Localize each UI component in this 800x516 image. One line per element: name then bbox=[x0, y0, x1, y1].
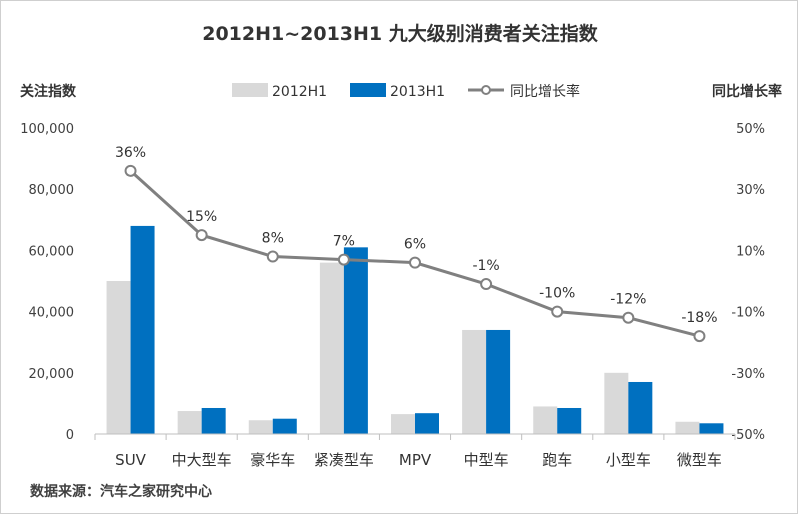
growth-rate-label: -12% bbox=[610, 292, 646, 308]
y2-tick-label: -50% bbox=[731, 428, 765, 443]
bar-2012h1 bbox=[106, 281, 131, 434]
x-tick-label: 小型车 bbox=[606, 451, 651, 469]
bar-2013h1 bbox=[343, 247, 368, 434]
bar-2012h1 bbox=[391, 414, 415, 434]
x-tick-label: SUV bbox=[115, 451, 147, 469]
bar-2012h1 bbox=[462, 329, 487, 434]
bar-2013h1 bbox=[486, 329, 511, 434]
growth-rate-label: 6% bbox=[404, 237, 426, 253]
growth-rate-marker bbox=[124, 164, 137, 177]
growth-rate-marker bbox=[195, 229, 208, 242]
growth-rate-marker bbox=[693, 330, 706, 343]
y2-tick-label: 30% bbox=[736, 183, 765, 198]
y-axis-label: 关注指数 bbox=[20, 83, 77, 100]
bar-2013h1 bbox=[272, 418, 297, 434]
growth-rate-marker bbox=[622, 311, 635, 324]
x-tick-label: 中型车 bbox=[464, 451, 509, 469]
source-note: 数据来源：汽车之家研究中心 bbox=[30, 483, 212, 500]
chart-title: 2012H1~2013H1 九大级别消费者关注指数 bbox=[202, 22, 599, 45]
growth-rate-label: -1% bbox=[472, 258, 499, 274]
growth-rate-label: 36% bbox=[115, 145, 146, 161]
y-tick-label: 0 bbox=[66, 428, 74, 443]
bar-2012h1 bbox=[604, 372, 629, 434]
x-tick-label: 豪华车 bbox=[250, 451, 295, 469]
legend-label: 2013H1 bbox=[390, 84, 445, 100]
x-tick-label: MPV bbox=[399, 451, 432, 469]
x-axis-tick-labels: SUV 中大型车 豪华车 紧凑型车 MPV 中型车 跑车 小型车 微型车 bbox=[94, 434, 736, 469]
growth-rate-marker bbox=[551, 305, 564, 318]
growth-rate-marker bbox=[409, 256, 421, 269]
growth-rate-marker bbox=[337, 253, 350, 266]
bars bbox=[106, 225, 724, 434]
bar-2012h1 bbox=[248, 420, 273, 434]
legend-label: 同比增长率 bbox=[510, 83, 580, 100]
y2-axis-label: 同比增长率 bbox=[712, 83, 782, 100]
bar-2012h1 bbox=[533, 406, 558, 434]
legend-swatch-2012h1 bbox=[232, 83, 268, 97]
legend-label: 2012H1 bbox=[272, 84, 327, 100]
growth-rate-label: -10% bbox=[539, 286, 575, 302]
growth-rate-marker bbox=[480, 278, 493, 291]
y2-tick-label: 50% bbox=[736, 122, 765, 137]
legend-swatch-growth-marker bbox=[481, 85, 491, 95]
y2-tick-label: 10% bbox=[736, 244, 765, 259]
bar-2012h1 bbox=[177, 411, 202, 434]
bar-2012h1 bbox=[675, 421, 700, 434]
x-tick-label: 紧凑型车 bbox=[314, 451, 374, 469]
legend-swatch-2013h1 bbox=[350, 83, 386, 97]
x-tick-label: 中大型车 bbox=[172, 451, 232, 469]
growth-rate-marker bbox=[266, 250, 279, 263]
y-tick-label: 20,000 bbox=[29, 367, 75, 382]
y2-axis-ticks: 50% 30% 10% -10% -30% -50% bbox=[731, 122, 765, 443]
bar-2013h1 bbox=[699, 423, 724, 434]
bar-2013h1 bbox=[628, 381, 653, 434]
y-tick-label: 40,000 bbox=[29, 306, 75, 321]
bar-2013h1 bbox=[415, 413, 439, 434]
x-tick-label: 跑车 bbox=[542, 451, 572, 469]
y2-tick-label: -10% bbox=[731, 306, 765, 321]
bar-2013h1 bbox=[557, 407, 582, 434]
growth-rate-label: 15% bbox=[186, 209, 217, 225]
y-tick-label: 100,000 bbox=[20, 122, 74, 137]
growth-rate-label: 7% bbox=[333, 234, 355, 250]
y-axis-ticks: 100,000 80,000 60,000 40,000 20,000 0 bbox=[20, 122, 74, 443]
legend: 2012H1 2013H1 同比增长率 bbox=[232, 83, 580, 100]
y-tick-label: 60,000 bbox=[29, 244, 75, 259]
x-tick-label: 微型车 bbox=[677, 451, 722, 469]
growth-rate-label: -18% bbox=[681, 310, 717, 326]
bar-2012h1 bbox=[319, 262, 344, 434]
growth-rate-line: 36% 15% 8% 7% 6% -1% -10% -12% -18% bbox=[115, 145, 718, 343]
y-tick-label: 80,000 bbox=[29, 183, 75, 198]
y2-tick-label: -30% bbox=[731, 367, 765, 382]
bar-2013h1 bbox=[201, 407, 226, 434]
growth-rate-label: 8% bbox=[262, 231, 284, 247]
bar-2013h1 bbox=[130, 225, 155, 434]
growth-rate-polyline bbox=[129, 169, 700, 338]
